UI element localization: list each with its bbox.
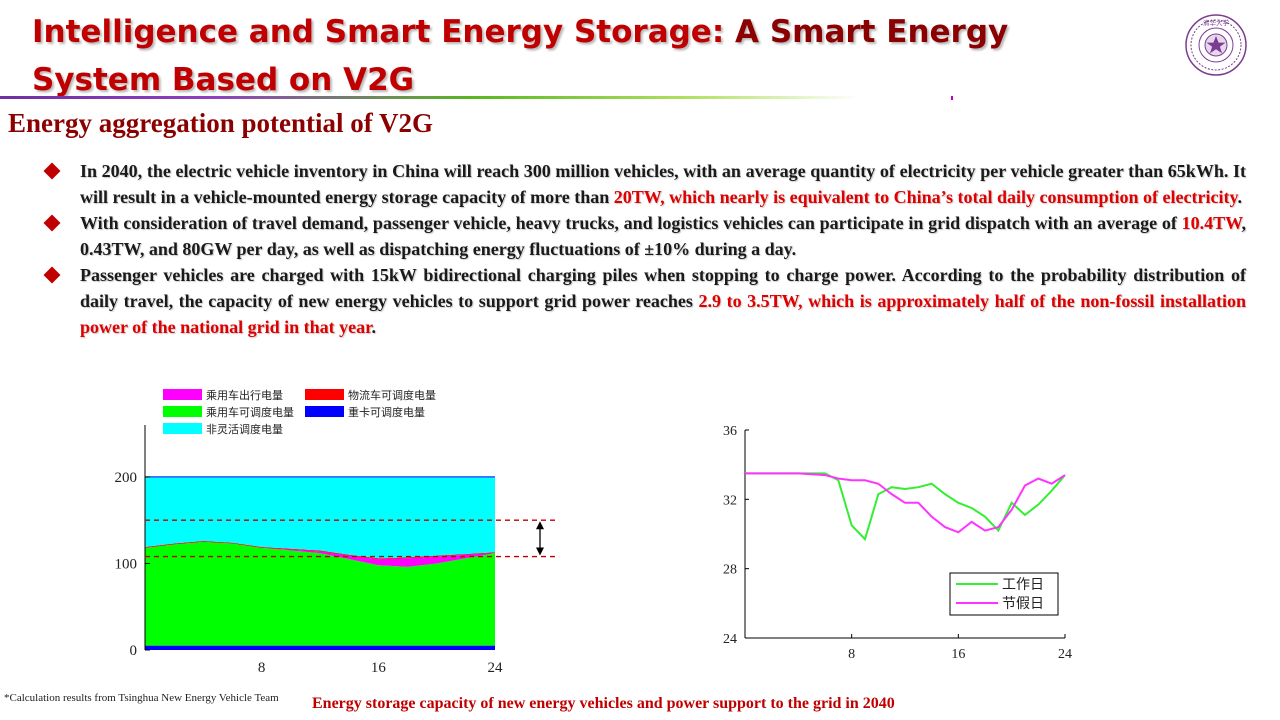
legend-swatch <box>163 423 202 434</box>
area-series-5 <box>145 476 495 559</box>
arrow-down-icon <box>536 547 544 556</box>
bullet-item: With consideration of travel demand, pas… <box>43 210 1246 262</box>
section-subtitle: Energy aggregation potential of V2G <box>8 108 433 138</box>
legend-box <box>949 572 1059 616</box>
bullet-item: Passenger vehicles are charged with 15kW… <box>43 262 1246 340</box>
legend-label: 乘用车出行电量 <box>206 388 283 402</box>
legend-swatch <box>305 406 344 417</box>
title-part2: A Smart Energy <box>735 14 1009 50</box>
slide-title: Intelligence and Smart Energy Storage: A… <box>32 8 1152 104</box>
x-tick-label: 16 <box>951 647 965 662</box>
bullet-text: , 0.43TW, and 80GW per day, as well as d… <box>80 213 1246 259</box>
bullet-highlight: 10.4TW <box>1181 213 1242 233</box>
bullet-text: With consideration of travel demand, pas… <box>80 213 1182 233</box>
rule-dot <box>951 96 953 100</box>
line-series-1 <box>745 472 1066 542</box>
title-part1: Intelligence and Smart Energy Storage: <box>32 14 725 50</box>
legend-label: 乘用车可调度电量 <box>206 405 294 419</box>
line-series-2 <box>745 472 1066 534</box>
x-tick-label: 24 <box>488 660 504 676</box>
footnote: *Calculation results from Tsinghua New E… <box>4 692 279 704</box>
x-tick-label: 24 <box>1058 647 1072 662</box>
bullet-highlight: 20TW, which nearly is equivalent to Chin… <box>613 187 1238 207</box>
y-tick-label: 100 <box>115 556 138 572</box>
x-tick-label: 8 <box>258 660 266 676</box>
area-series-2 <box>145 541 495 646</box>
title-underline <box>0 96 860 99</box>
y-tick-label: 24 <box>723 632 737 647</box>
area-series-3 <box>145 541 495 567</box>
x-tick-label: 16 <box>371 660 387 676</box>
diamond-bullet-icon <box>43 162 61 180</box>
university-seal-icon: 清华大学 <box>1185 14 1247 76</box>
bullet-list: In 2040, the electric vehicle inventory … <box>43 158 1246 340</box>
area-series-1 <box>145 645 495 650</box>
legend-label: 重卡可调度电量 <box>348 405 425 419</box>
legend-label: 工作日 <box>1002 577 1044 593</box>
diamond-bullet-icon <box>43 266 61 284</box>
y-tick-label: 0 <box>130 643 138 659</box>
legend-swatch <box>163 389 202 400</box>
x-tick-label: 8 <box>848 647 855 662</box>
legend-label: 节假日 <box>1002 596 1044 612</box>
bullet-text: In 2040, the electric vehicle inventory … <box>80 161 1246 207</box>
title-line2: System Based on V2G <box>32 62 415 98</box>
diamond-bullet-icon <box>43 214 61 232</box>
bullet-highlight: 2.9 to 3.5TW, which is approximately hal… <box>80 291 1246 337</box>
bullet-text: . <box>791 239 797 259</box>
bullet-item: In 2040, the electric vehicle inventory … <box>43 158 1246 210</box>
y-tick-label: 32 <box>723 493 737 508</box>
bullet-text: Passenger vehicles are charged with 15kW… <box>80 265 1246 311</box>
legend-swatch <box>305 389 344 400</box>
bullet-text: . <box>1237 187 1242 207</box>
y-tick-label: 28 <box>723 563 737 578</box>
figure-caption: Energy storage capacity of new energy ve… <box>312 695 895 712</box>
legend-label: 非灵活调度电量 <box>206 422 283 436</box>
arrow-up-icon <box>536 521 544 530</box>
bullet-text: . <box>371 317 377 337</box>
y-tick-label: 200 <box>115 470 138 486</box>
legend-label: 物流车可调度电量 <box>348 388 436 402</box>
seal-text: 清华大学 <box>1203 18 1230 27</box>
y-tick-label: 36 <box>723 424 737 439</box>
legend-swatch <box>163 406 202 417</box>
